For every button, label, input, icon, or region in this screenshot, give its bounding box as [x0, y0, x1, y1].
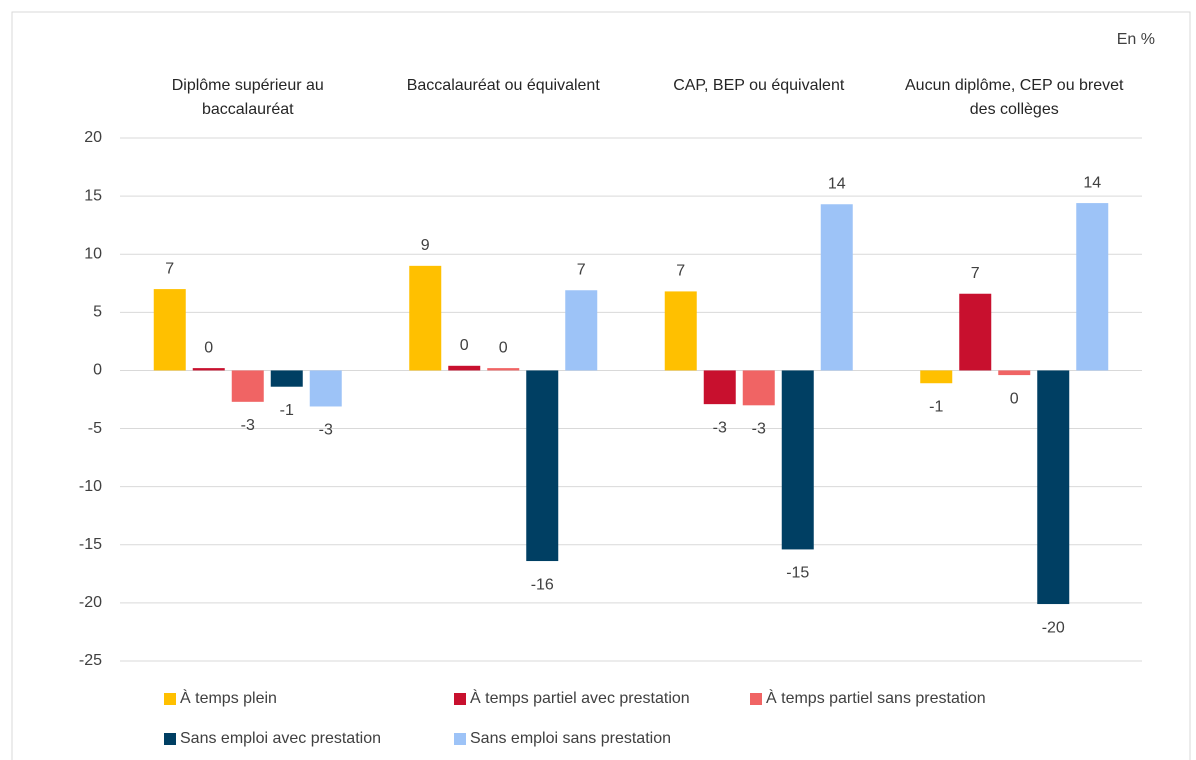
y-tick-label: 20	[84, 129, 102, 146]
data-label: 7	[676, 263, 685, 280]
y-tick-label: -20	[79, 594, 102, 611]
y-tick-label: -15	[79, 536, 102, 553]
bar	[1037, 370, 1070, 605]
bar	[309, 370, 342, 407]
category-label: Aucun diplôme, CEP ou brevet des collège…	[905, 77, 1124, 118]
chart-frame	[11, 11, 1191, 760]
category-label: CAP, BEP ou équivalent	[673, 77, 845, 94]
bar	[487, 368, 520, 371]
bar	[270, 370, 303, 387]
data-label: 7	[165, 260, 174, 277]
bar	[820, 204, 853, 371]
data-label: -3	[713, 419, 727, 436]
data-label: 0	[499, 339, 508, 356]
bar	[409, 265, 442, 371]
legend-label: À temps partiel avec prestation	[470, 688, 690, 707]
bar	[565, 290, 598, 371]
unit-label: En %	[1117, 31, 1155, 48]
legend-label: À temps partiel sans prestation	[766, 688, 986, 707]
legend-swatch	[454, 733, 466, 745]
category-label: Diplôme supérieur au baccalauréat	[171, 77, 324, 118]
data-label: -15	[786, 565, 809, 582]
bar	[920, 370, 953, 384]
data-label: 14	[1083, 174, 1101, 191]
data-label: -3	[752, 421, 766, 438]
bar	[742, 370, 775, 406]
y-tick-label: -25	[79, 652, 102, 669]
bar	[448, 365, 481, 371]
bar	[781, 370, 814, 550]
data-label: 9	[421, 237, 430, 254]
data-label: -1	[280, 402, 294, 419]
bar	[959, 293, 992, 371]
data-label: 0	[1010, 390, 1019, 407]
data-label: -3	[241, 417, 255, 434]
data-label: 0	[204, 339, 213, 356]
bar	[703, 370, 736, 405]
y-tick-label: -10	[79, 478, 102, 495]
bar	[664, 291, 697, 371]
legend-label: Sans emploi avec prestation	[180, 730, 381, 747]
data-label: 7	[971, 265, 980, 282]
legend-label: À temps plein	[180, 688, 277, 707]
legend-swatch	[750, 693, 762, 705]
y-tick-label: 10	[84, 245, 102, 262]
bar	[526, 370, 559, 562]
y-tick-label: 5	[93, 304, 102, 321]
data-label: -1	[929, 398, 943, 415]
bar	[153, 289, 186, 371]
bar	[1076, 203, 1109, 371]
category-label: Baccalauréat ou équivalent	[406, 77, 600, 94]
legend-label: Sans emploi sans prestation	[470, 730, 671, 747]
bar	[192, 368, 225, 371]
y-tick-label: 15	[84, 187, 102, 204]
y-tick-label: -5	[88, 420, 102, 437]
legend-swatch	[164, 693, 176, 705]
bar	[998, 370, 1031, 376]
data-label: 14	[828, 175, 846, 192]
data-label: -16	[531, 576, 554, 593]
legend-swatch	[164, 733, 176, 745]
data-label: -20	[1042, 619, 1065, 636]
data-label: 0	[460, 337, 469, 354]
y-tick-label: 0	[93, 362, 102, 379]
bar	[231, 370, 264, 402]
legend-swatch	[454, 693, 466, 705]
data-label: -3	[319, 422, 333, 439]
data-label: 7	[577, 261, 586, 278]
